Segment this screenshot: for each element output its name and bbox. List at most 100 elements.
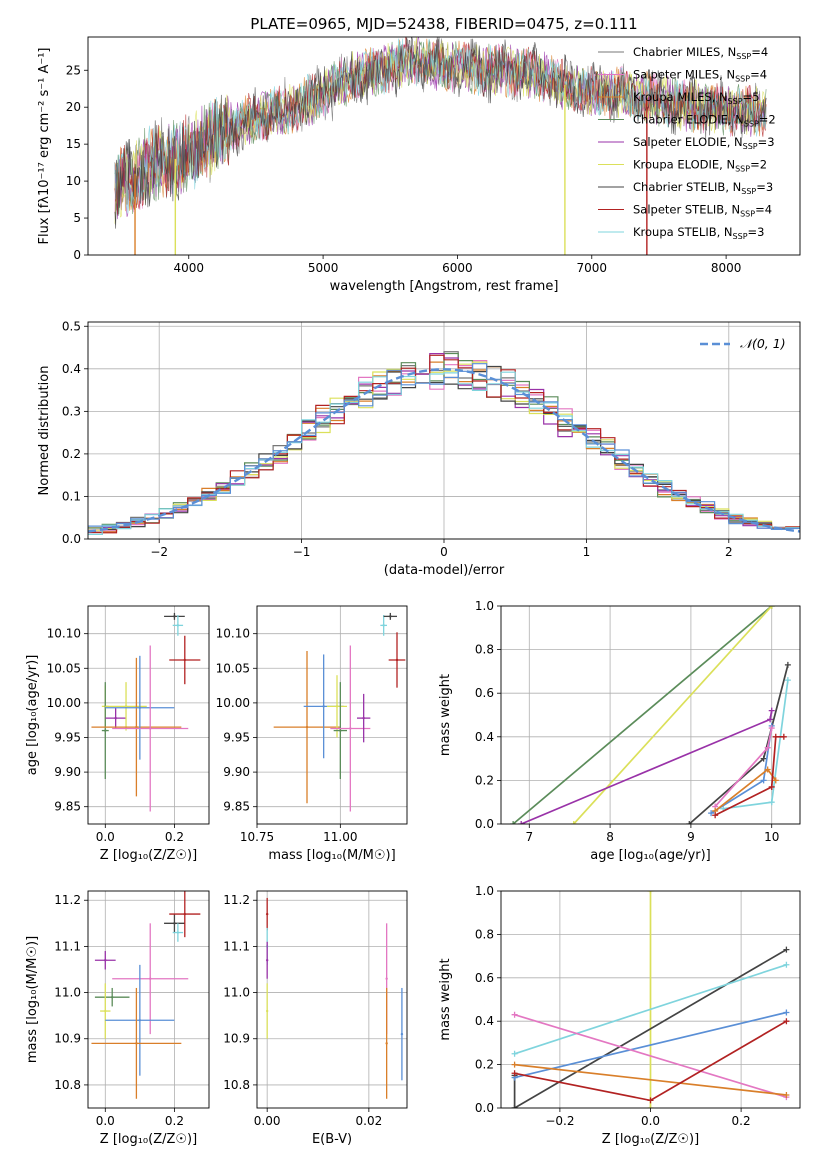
x-axis-label: wavelength [Angstrom, rest frame]	[330, 279, 559, 294]
y-tick-label: 11.2	[54, 893, 81, 907]
legend-label: Kroupa MILES, NSSP=5	[633, 90, 759, 106]
y-tick-label: 0.2	[475, 773, 494, 787]
y-tick-label: 0.5	[62, 319, 81, 333]
x-axis-label: mass [log₁₀(M/M☉)]	[268, 848, 395, 863]
marker	[647, 891, 654, 894]
y-axis-label: Normed distribution	[37, 366, 52, 496]
legend-label: Chabrier MILES, NSSP=4	[633, 45, 768, 61]
data-point	[149, 727, 152, 730]
legend-label: Chabrier STELIB, NSSP=3	[633, 180, 773, 196]
data-point	[305, 725, 309, 729]
marker	[647, 1097, 654, 1104]
y-tick-label: 10.9	[54, 1032, 81, 1046]
weight-series	[514, 1011, 787, 1079]
data-point	[385, 977, 388, 980]
hist-series	[88, 354, 800, 534]
y-tick-label: 10.05	[47, 661, 81, 675]
data-point	[183, 658, 186, 662]
marker	[768, 783, 775, 790]
y-tick-label: 0.0	[475, 817, 494, 831]
x-tick-label: 6000	[442, 261, 473, 275]
errorbars-mass_vs_Z	[91, 891, 201, 1099]
y-tick-label: 0.0	[475, 1101, 494, 1115]
y-axis-label: mass [log₁₀(M/M☉)]	[25, 936, 40, 1063]
data-point	[149, 977, 152, 980]
data-point	[104, 729, 107, 732]
normal-curve	[88, 368, 800, 533]
axes-mass_vs_Z: 0.0 0.2 10.8 10.9 11.0 11.1 11.2 Z [log₁₀(Z/Z☉)…	[25, 891, 209, 1147]
data-point	[114, 716, 117, 720]
y-tick-label: 0.8	[475, 643, 494, 657]
marker	[784, 661, 791, 668]
y-tick-label: 10.10	[216, 627, 250, 641]
marker	[772, 777, 779, 784]
y-tick-label: 0.4	[475, 1014, 494, 1028]
x-tick-label: −0.2	[545, 1114, 574, 1128]
marker	[768, 606, 775, 609]
errorbars-age_vs_Z	[91, 612, 201, 812]
x-tick-label: 7	[525, 830, 533, 844]
marker	[764, 766, 771, 773]
marker	[511, 1105, 518, 1108]
x-tick-label: −2	[150, 545, 168, 559]
legend-label: 𝒩(0, 1)	[740, 336, 786, 351]
legend-label: Chabrier ELODIE, NSSP=2	[633, 113, 776, 129]
x-tick-label: 0.0	[641, 1114, 660, 1128]
marker	[784, 677, 791, 684]
marker	[768, 725, 775, 732]
marker	[510, 821, 517, 824]
marker	[768, 799, 775, 806]
y-tick-label: 1.0	[475, 599, 494, 613]
x-tick-label: 10.75	[240, 830, 274, 844]
data-point	[322, 705, 325, 708]
mass_vs_ebv-frame	[256, 890, 408, 1109]
y-tick-label: 9.95	[54, 730, 81, 744]
spectrum-frame	[87, 36, 801, 256]
y-axis-label: age [log₁₀(age/yr)]	[25, 655, 40, 776]
data-point	[389, 615, 392, 618]
x-tick-label: 0.02	[356, 1114, 383, 1128]
data-point	[111, 995, 114, 999]
hist-series	[88, 361, 800, 531]
marker	[780, 733, 787, 740]
x-tick-label: 0.2	[165, 1114, 184, 1128]
y-tick-label: 0.2	[62, 447, 81, 461]
y-tick-label: 25	[66, 63, 81, 77]
x-tick-label: 1	[583, 545, 591, 559]
data-point	[339, 729, 342, 732]
y-tick-label: 0.4	[475, 730, 494, 744]
marker	[768, 707, 775, 714]
x-tick-label: 0.2	[165, 830, 184, 844]
axes-age_vs_mass: 10.75 11.00 9.85 9.90 9.95 10.00 10.05 10.10 mas…	[216, 606, 407, 863]
lines-weight_vs_Z	[511, 891, 790, 1108]
y-tick-label: 0	[73, 248, 81, 262]
data-point	[349, 727, 352, 730]
marker	[772, 733, 779, 740]
weight-series	[514, 963, 787, 1055]
marker	[708, 810, 715, 817]
y-tick-label: 15	[66, 137, 81, 151]
y-tick-label: 9.90	[223, 765, 250, 779]
marker	[760, 777, 767, 784]
marker	[686, 821, 693, 824]
y-tick-label: 10	[66, 174, 81, 188]
marker	[783, 1091, 790, 1098]
data-point	[176, 624, 180, 627]
spectrum-lines	[114, 37, 767, 255]
weight-series	[714, 735, 784, 817]
x-tick-label: 4000	[173, 261, 204, 275]
axes-spectrum: 4000 5000 6000 7000 8000 0 5 10 15 20 25 wavelength…	[37, 48, 741, 295]
errorbars-age_vs_mass	[273, 612, 406, 812]
x-axis-label: Z [log₁₀(Z/Z☉)]	[100, 1132, 197, 1147]
data-point	[362, 716, 365, 720]
data-point	[395, 658, 399, 662]
x-tick-label: 2	[725, 545, 733, 559]
age_vs_Z-frame	[87, 605, 210, 825]
x-axis-label: age [log₁₀(age/yr)]	[590, 848, 711, 863]
y-tick-label: 11.0	[54, 986, 81, 1000]
marker	[760, 755, 767, 762]
y-tick-label: 0.3	[62, 404, 81, 418]
marker	[511, 1050, 518, 1057]
data-point	[124, 705, 128, 708]
